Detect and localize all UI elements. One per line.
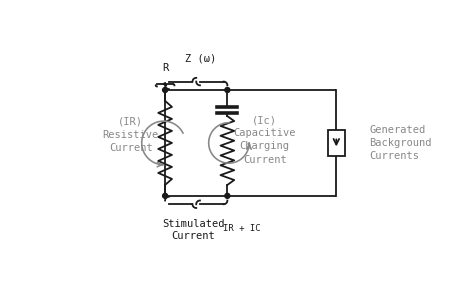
Text: (Ic)
Capacitive
Charging
Current: (Ic) Capacitive Charging Current bbox=[234, 115, 296, 165]
Text: R: R bbox=[162, 63, 168, 73]
Circle shape bbox=[225, 87, 230, 93]
Text: Stimulated
Current: Stimulated Current bbox=[162, 219, 224, 241]
Bar bbox=[328, 130, 345, 156]
Text: Z (ω): Z (ω) bbox=[185, 54, 217, 64]
Circle shape bbox=[163, 193, 168, 198]
Text: IR + IC: IR + IC bbox=[223, 224, 260, 233]
Circle shape bbox=[225, 193, 230, 198]
Text: (IR)
Resistive
Current: (IR) Resistive Current bbox=[103, 117, 159, 153]
Circle shape bbox=[163, 87, 168, 93]
Text: Generated
Background
Currents: Generated Background Currents bbox=[369, 125, 431, 161]
